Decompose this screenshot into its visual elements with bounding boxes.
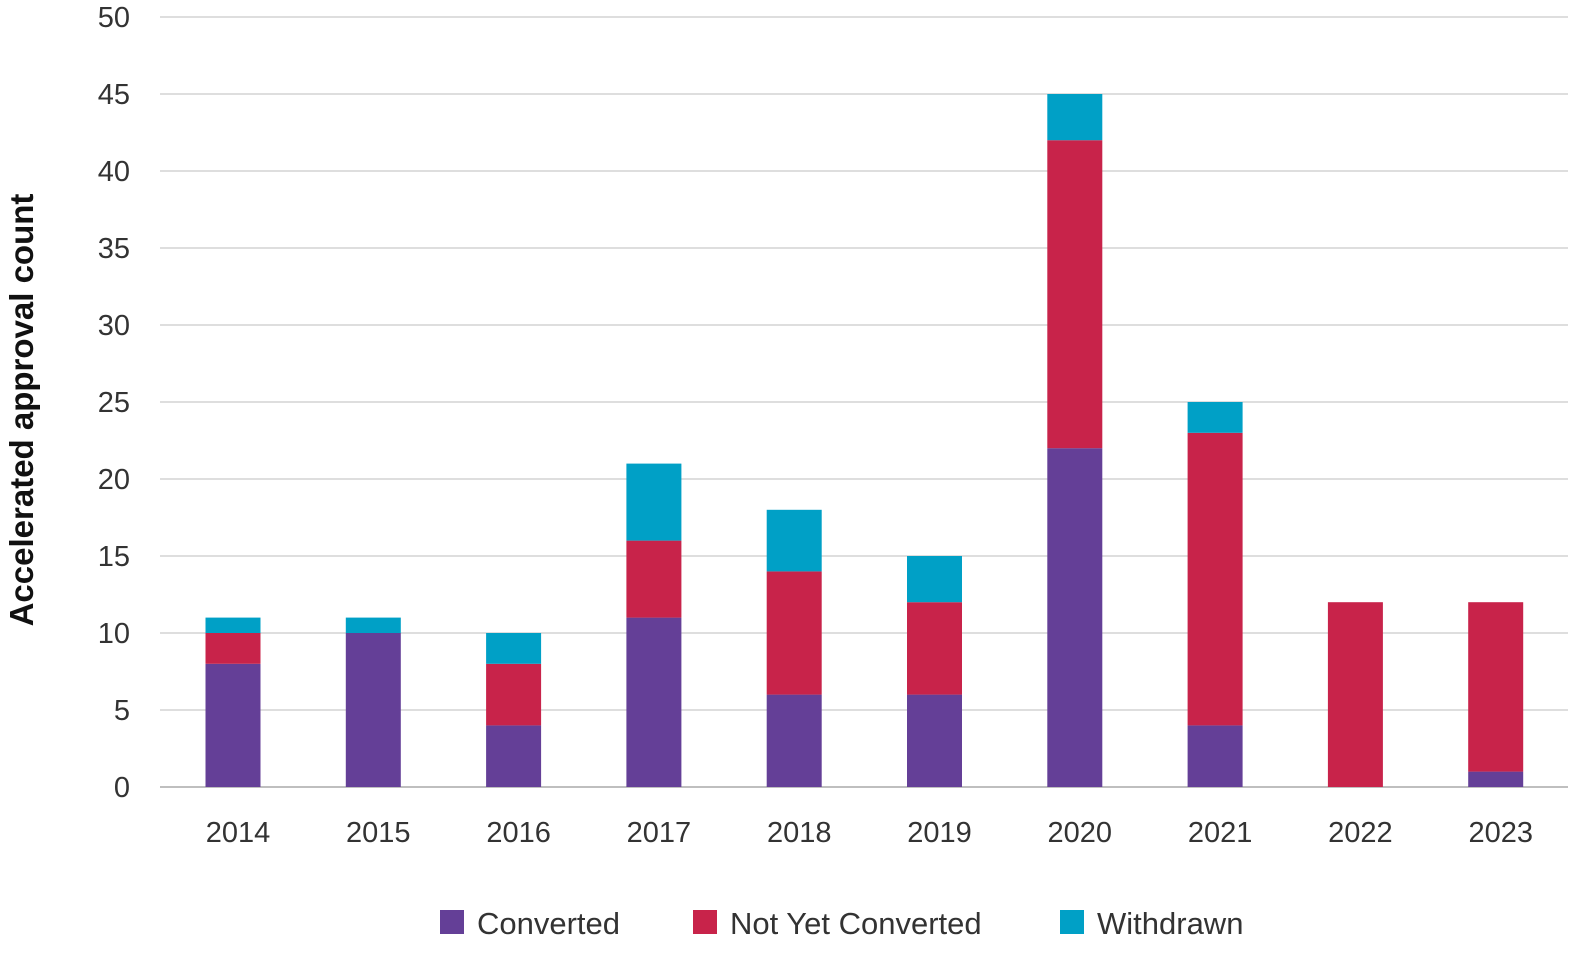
y-tick-label: 25: [98, 387, 130, 419]
x-tick-label: 2014: [206, 817, 271, 849]
bar-withdrawn-2016: [486, 633, 542, 664]
bar-not-yet-converted-2019: [907, 602, 962, 695]
bar-converted-2021: [1187, 725, 1243, 787]
legend-label-withdrawn: Withdrawn: [1097, 906, 1243, 941]
y-axis-ticks: 0 5 10 15 20 25 30 35 40 45 50: [98, 2, 130, 804]
x-tick-label: 2018: [767, 817, 832, 849]
legend-swatch-not-yet-converted: [693, 910, 717, 934]
legend-label-converted: Converted: [477, 906, 620, 941]
bar-not-yet-converted-2016: [486, 663, 542, 726]
bar-converted-2015: [345, 633, 401, 787]
bar-withdrawn-2015: [345, 617, 401, 633]
bar-withdrawn-2018: [766, 509, 822, 572]
x-tick-label: 2022: [1328, 817, 1393, 849]
y-tick-label: 10: [98, 618, 130, 650]
y-tick-label: 15: [98, 541, 130, 573]
legend: Converted Not Yet Converted Withdrawn: [440, 906, 1243, 941]
bar-withdrawn-2019: [907, 556, 962, 603]
bar-converted-2020: [1047, 448, 1103, 787]
x-tick-label: 2019: [907, 817, 972, 849]
bar-withdrawn-2021: [1187, 402, 1243, 433]
bar-converted-2017: [626, 617, 682, 787]
bar-not-yet-converted-2023: [1468, 602, 1524, 772]
bars: [205, 94, 1524, 787]
y-tick-label: 40: [98, 156, 130, 188]
bar-converted-2014: [205, 663, 261, 787]
x-tick-label: 2021: [1188, 817, 1253, 849]
bar-withdrawn-2017: [626, 463, 682, 541]
bar-not-yet-converted-2017: [626, 540, 682, 618]
x-tick-label: 2020: [1048, 817, 1113, 849]
y-tick-label: 45: [98, 79, 130, 111]
y-tick-label: 0: [114, 772, 130, 804]
bar-converted-2023: [1468, 771, 1524, 787]
legend-swatch-withdrawn: [1060, 910, 1084, 934]
legend-swatch-converted: [440, 910, 464, 934]
y-tick-label: 35: [98, 233, 130, 265]
bar-not-yet-converted-2021: [1187, 432, 1243, 726]
bar-not-yet-converted-2018: [766, 571, 822, 695]
x-tick-label: 2017: [627, 817, 692, 849]
bar-withdrawn-2014: [205, 617, 261, 633]
legend-label-not-yet-converted: Not Yet Converted: [730, 906, 982, 941]
bar-converted-2018: [766, 694, 822, 787]
x-tick-label: 2015: [346, 817, 411, 849]
bar-not-yet-converted-2014: [205, 633, 261, 664]
bar-converted-2016: [486, 725, 542, 787]
y-tick-label: 50: [98, 2, 130, 34]
bar-not-yet-converted-2022: [1327, 602, 1383, 787]
bar-not-yet-converted-2020: [1047, 140, 1103, 449]
x-tick-label: 2023: [1468, 817, 1533, 849]
x-axis-ticks: 2014 2015 2016 2017 2018 2019 2020 2021 2022 2023: [206, 817, 1533, 849]
bar-withdrawn-2020: [1047, 94, 1103, 141]
y-tick-label: 5: [114, 695, 130, 727]
bar-converted-2019: [907, 694, 962, 787]
y-axis-title: Accelerated approval count: [3, 194, 40, 627]
y-tick-label: 30: [98, 310, 130, 342]
y-tick-label: 20: [98, 464, 130, 496]
x-tick-label: 2016: [486, 817, 551, 849]
